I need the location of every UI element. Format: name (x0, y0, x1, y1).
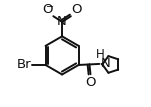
Text: O: O (71, 3, 82, 16)
Text: O: O (42, 3, 53, 16)
Text: −: − (46, 2, 54, 12)
Text: Br: Br (16, 58, 31, 71)
Text: N: N (57, 15, 67, 28)
Text: H: H (96, 48, 105, 61)
Text: O: O (85, 76, 96, 89)
Text: N: N (100, 57, 110, 70)
